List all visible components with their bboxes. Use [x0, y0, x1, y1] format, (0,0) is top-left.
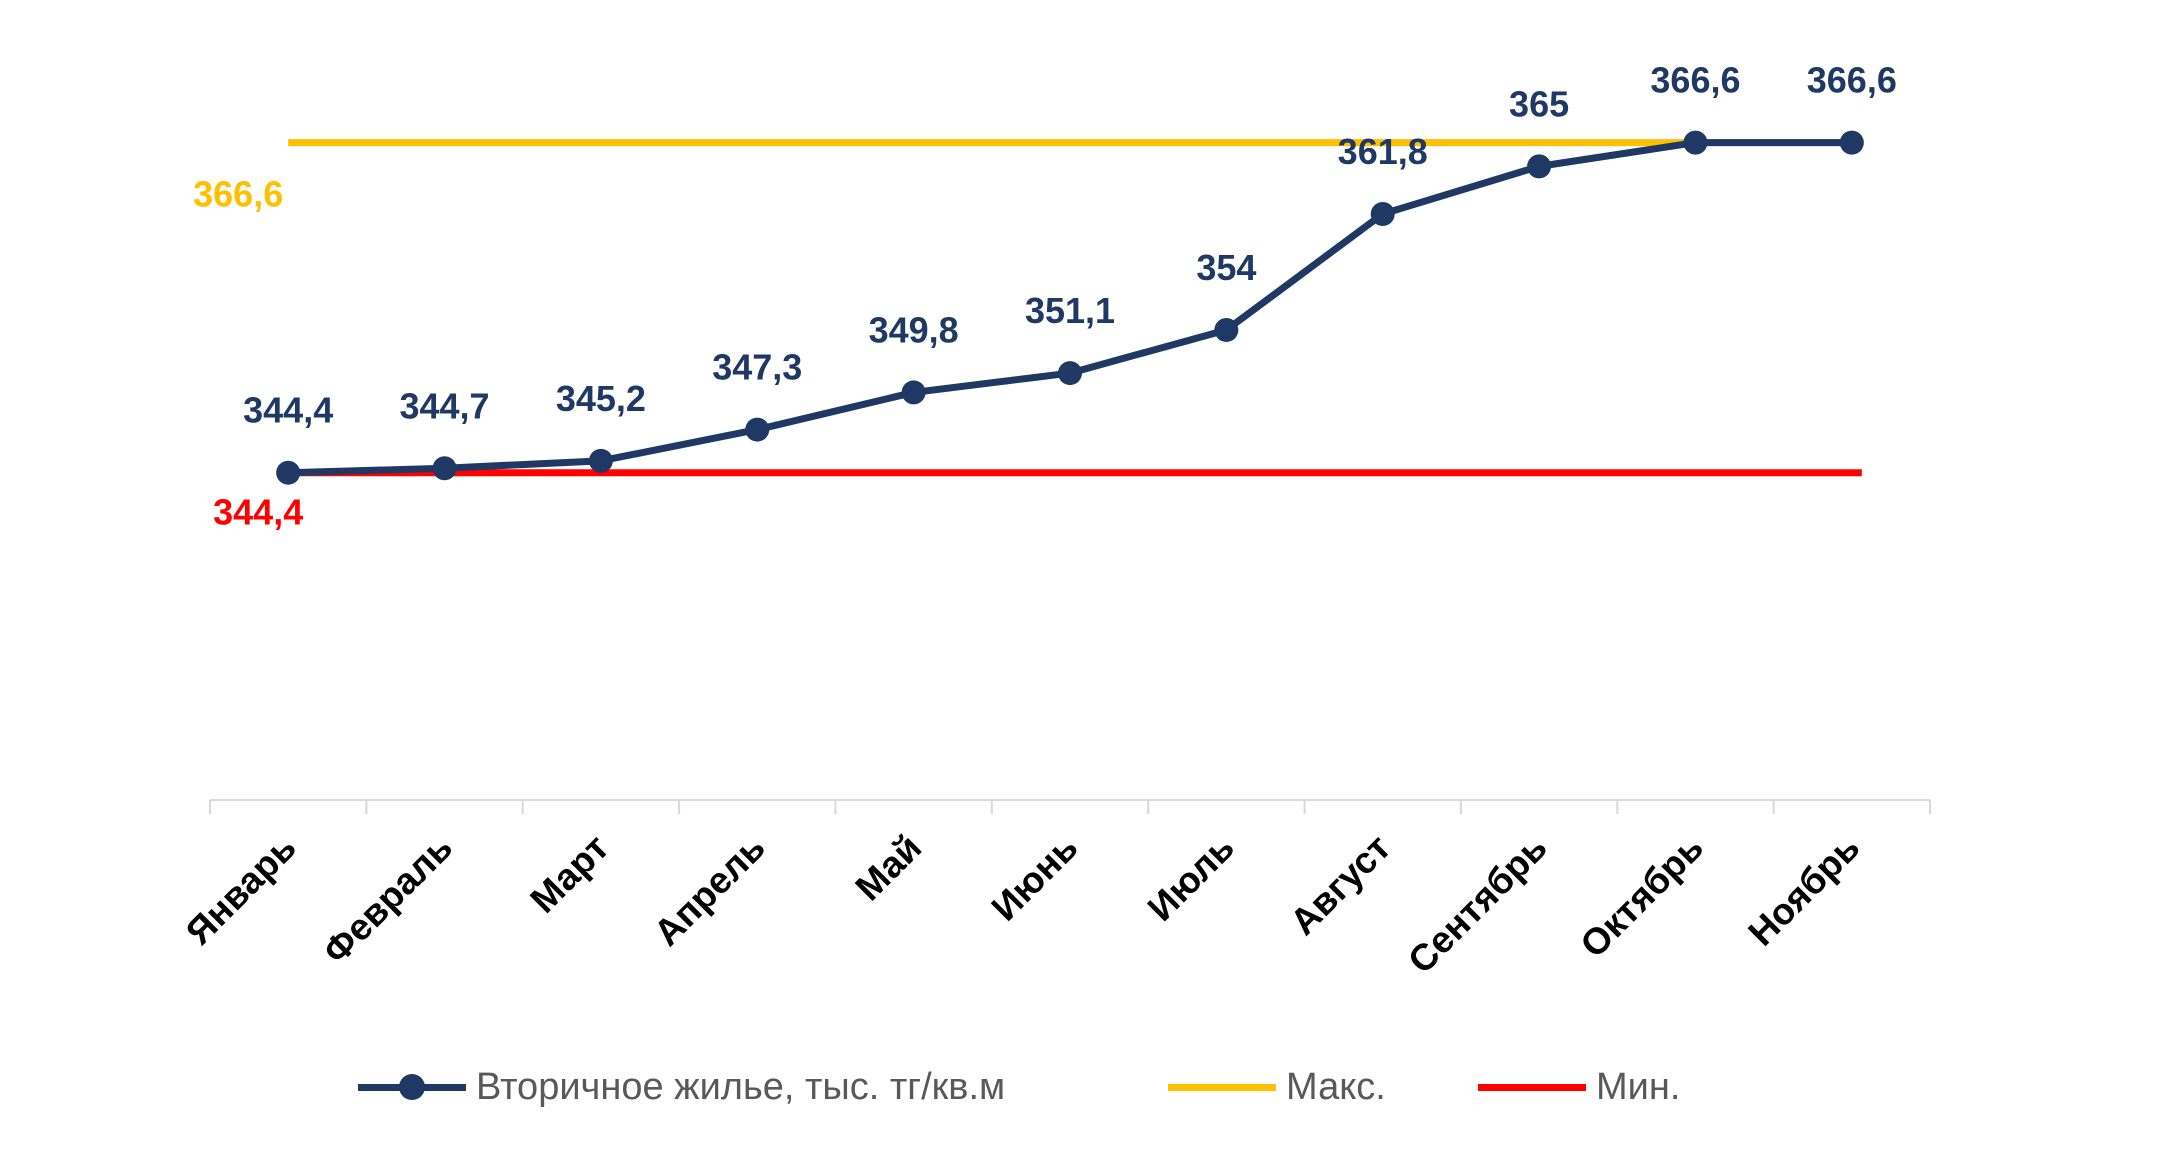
- data-point: [1839, 130, 1864, 155]
- data-label: 351,1: [1025, 290, 1115, 331]
- legend-label: Мин.: [1596, 1065, 1681, 1108]
- x-tick-label: Март: [522, 827, 616, 921]
- data-point: [1214, 317, 1239, 342]
- legend-label: Макс.: [1286, 1065, 1386, 1108]
- data-point: [901, 380, 926, 405]
- data-point: [432, 456, 457, 481]
- data-label: 349,8: [869, 309, 959, 350]
- data-label: 354: [1196, 247, 1256, 288]
- x-tick-label: Январь: [178, 827, 304, 953]
- data-label: 347,3: [712, 347, 802, 388]
- data-point: [1683, 130, 1708, 155]
- x-tick-label: Сентябрь: [1400, 827, 1555, 982]
- data-label: 345,2: [556, 378, 646, 419]
- data-point: [1370, 201, 1395, 226]
- x-tick-label: Июль: [1140, 827, 1242, 929]
- x-tick-label: Февраль: [315, 827, 460, 972]
- legend-item: Мин.: [1478, 1052, 1680, 1122]
- x-tick-label: Октябрь: [1572, 827, 1711, 966]
- legend-label: Вторичное жилье, тыс. тг/кв.м: [476, 1065, 1006, 1108]
- x-tick-label: Апрель: [646, 827, 773, 954]
- data-label: 366,6: [1650, 60, 1740, 101]
- legend-swatch: [1478, 1052, 1586, 1122]
- data-label: 366,6: [1807, 60, 1897, 101]
- data-point: [745, 417, 770, 442]
- x-tick-label: Июнь: [984, 827, 1086, 929]
- max-value-label: 366,6: [193, 174, 283, 215]
- legend-item: Макс.: [1168, 1052, 1386, 1122]
- data-point: [1527, 154, 1552, 179]
- data-label: 344,4: [243, 390, 333, 431]
- data-label: 361,8: [1338, 131, 1428, 172]
- data-point: [588, 448, 613, 473]
- chart-legend: Вторичное жилье, тыс. тг/кв.м Макс. Мин.: [0, 1052, 2160, 1122]
- x-tick-label: Ноябрь: [1740, 827, 1867, 954]
- data-point: [1058, 361, 1082, 386]
- data-point: [276, 460, 301, 485]
- legend-swatch: [358, 1052, 466, 1122]
- data-label: 344,7: [399, 385, 489, 426]
- x-tick-label: Август: [1282, 827, 1398, 943]
- legend-item: Вторичное жилье, тыс. тг/кв.м: [358, 1052, 1005, 1122]
- legend-swatch: [1168, 1052, 1276, 1122]
- min-value-label: 344,4: [213, 492, 303, 533]
- data-label: 365: [1509, 83, 1569, 124]
- x-tick-label: Май: [848, 827, 930, 909]
